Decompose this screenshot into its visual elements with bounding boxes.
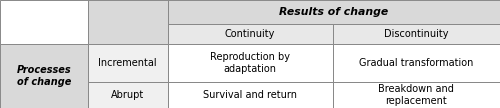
Bar: [332, 82, 500, 108]
Bar: [88, 44, 168, 82]
Text: Incremental: Incremental: [98, 58, 157, 68]
Text: Breakdown and
replacement: Breakdown and replacement: [378, 84, 454, 106]
Text: Results of change: Results of change: [279, 7, 388, 17]
Bar: [168, 24, 332, 44]
Bar: [88, 82, 168, 108]
Text: Gradual transformation: Gradual transformation: [359, 58, 474, 68]
Bar: [0, 44, 88, 108]
Bar: [168, 44, 332, 82]
Text: Abrupt: Abrupt: [111, 90, 144, 100]
Bar: [332, 44, 500, 82]
Text: Survival and return: Survival and return: [203, 90, 297, 100]
Bar: [332, 24, 500, 44]
Bar: [0, 0, 88, 44]
Text: Reproduction by
adaptation: Reproduction by adaptation: [210, 52, 290, 74]
Text: Discontinuity: Discontinuity: [384, 29, 448, 39]
Text: Processes
of change: Processes of change: [16, 65, 71, 87]
Text: Continuity: Continuity: [225, 29, 275, 39]
Bar: [168, 0, 500, 24]
Bar: [88, 0, 168, 44]
Bar: [168, 82, 332, 108]
